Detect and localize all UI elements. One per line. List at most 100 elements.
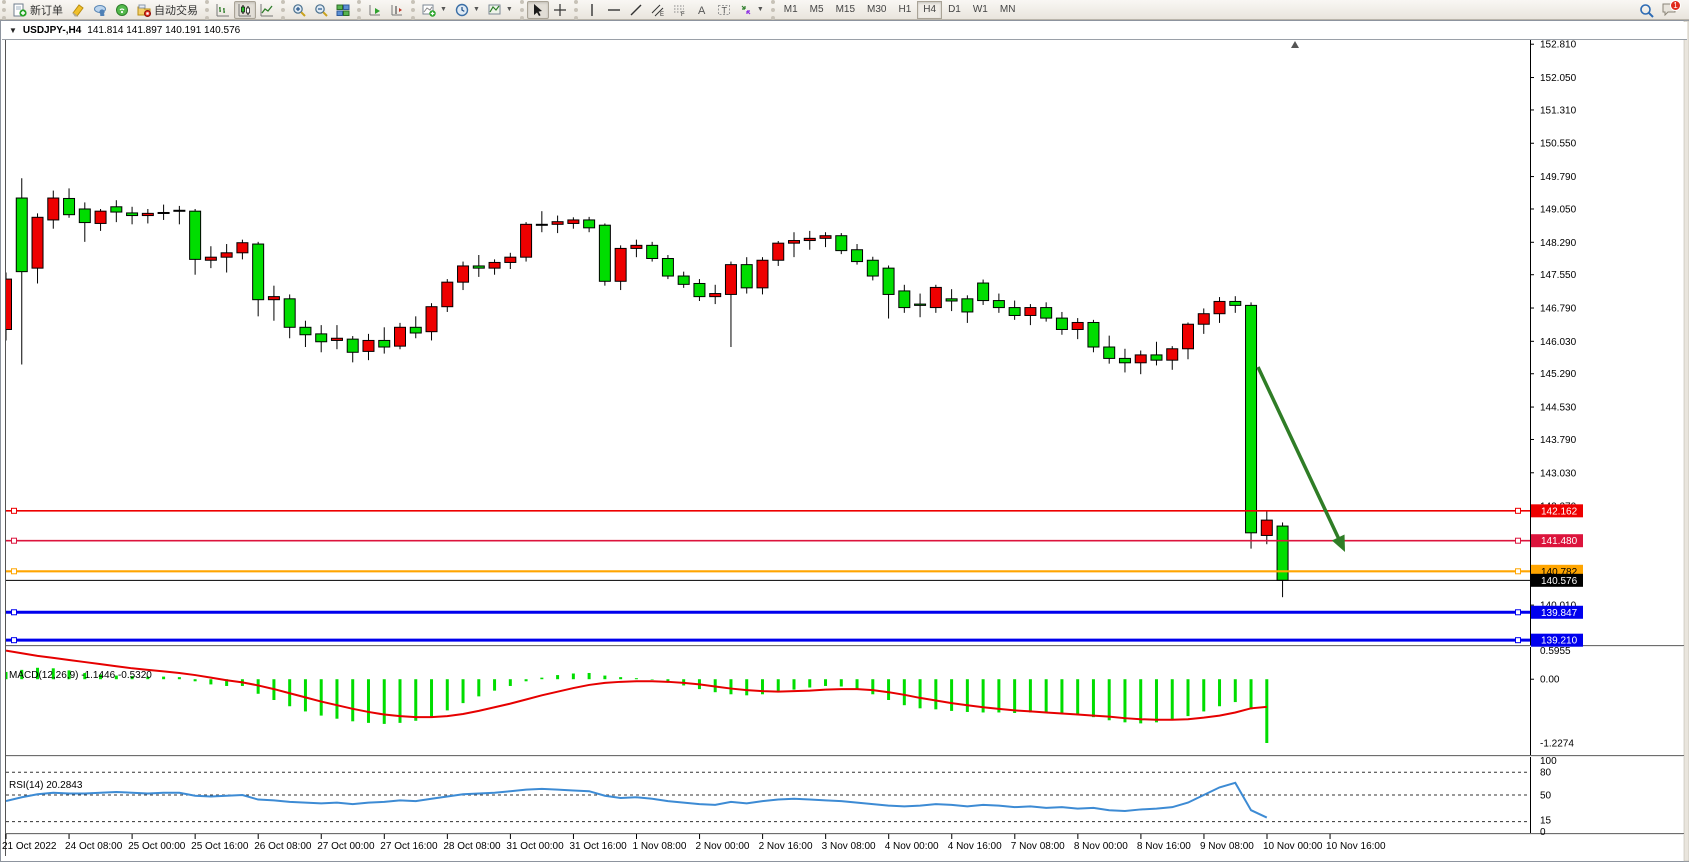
horizontal-line-142.162[interactable]: 142.162 [6, 504, 1583, 518]
chart-shift-marker[interactable] [1291, 41, 1299, 48]
svg-text:0.00: 0.00 [1540, 675, 1560, 686]
macd-pane [6, 649, 1269, 743]
cursor-group [519, 0, 574, 20]
zoom-in-icon [292, 3, 306, 17]
svg-text:150.550: 150.550 [1540, 139, 1577, 150]
templates-button[interactable]: ▼ [484, 1, 517, 19]
rsi-line [6, 781, 1268, 819]
zoom-out-icon [314, 3, 328, 17]
candlesticks [6, 178, 1289, 598]
svg-text:139.847: 139.847 [1541, 608, 1578, 619]
channel-tool[interactable]: E [647, 1, 669, 19]
timeframe-button-W1[interactable]: W1 [972, 4, 988, 15]
metaeditor-icon [71, 3, 85, 17]
templates-caret-icon: ▼ [505, 6, 513, 13]
indicators-button[interactable]: ▼ [418, 1, 451, 19]
periods-button[interactable]: ▼ [451, 1, 484, 19]
svg-text:4 Nov 16:00: 4 Nov 16:00 [948, 841, 1002, 852]
timeframe-button-H1[interactable]: H1 [898, 4, 912, 15]
scroll-group [357, 0, 411, 20]
indicators-icon [422, 3, 436, 17]
arrows-tool[interactable]: ▼ [735, 1, 768, 19]
trendline-icon [629, 3, 643, 17]
periods-caret-icon: ▼ [472, 6, 480, 13]
svg-text:139.210: 139.210 [1541, 636, 1578, 647]
text-icon: A [695, 3, 709, 17]
svg-text:9 Nov 08:00: 9 Nov 08:00 [1200, 841, 1254, 852]
cursor-button[interactable] [526, 0, 549, 19]
text-tool[interactable]: A [691, 1, 713, 19]
svg-text:10 Nov 16:00: 10 Nov 16:00 [1326, 841, 1386, 852]
new-order-icon [13, 3, 27, 17]
timeframe-button-M30[interactable]: M30 [867, 4, 887, 15]
timeframe-group: M1 M5 M15 M30 H1 H4 D1 W1 MN [770, 0, 1025, 20]
objects-group: E F A T ▼ [573, 0, 771, 20]
svg-text:31 Oct 00:00: 31 Oct 00:00 [506, 841, 564, 852]
timeframe-button-M15[interactable]: M15 [835, 4, 856, 15]
cursor-icon [531, 3, 545, 17]
line-chart-button[interactable] [256, 1, 278, 19]
horizontal-line-tool[interactable] [603, 1, 625, 19]
candlestick-chart-icon [238, 3, 252, 17]
svg-text:148.290: 148.290 [1540, 238, 1577, 249]
chart-background [1, 21, 1688, 861]
notification-count-badge: 1 [1670, 0, 1681, 11]
svg-text:21 Oct 2022: 21 Oct 2022 [2, 841, 57, 852]
search-icon[interactable] [1639, 3, 1654, 18]
main-toolbar: 新订单 自动交易 [0, 0, 1689, 20]
timeframe-button-M5[interactable]: M5 [809, 4, 824, 15]
candlestick-chart-button[interactable] [234, 0, 256, 19]
horizontal-line-139.210[interactable]: 139.210 [6, 633, 1583, 647]
tile-windows-button[interactable] [332, 1, 354, 19]
bar-chart-button[interactable] [212, 1, 234, 19]
macd-scale[interactable]: 0.5955 0.00 -1.2274 [1530, 646, 1574, 749]
crosshair-icon [553, 3, 567, 17]
line-chart-icon [260, 3, 274, 17]
fibonacci-tool[interactable]: F [669, 1, 691, 19]
chart-titlebar[interactable]: ▼ USDJPY-,H4 141.814 141.897 140.191 140… [2, 22, 1687, 40]
svg-text:24 Oct 08:00: 24 Oct 08:00 [65, 841, 123, 852]
svg-text:147.550: 147.550 [1540, 270, 1577, 281]
svg-text:4 Nov 00:00: 4 Nov 00:00 [885, 841, 939, 852]
svg-text:143.790: 143.790 [1540, 435, 1577, 446]
time-axis[interactable]: 21 Oct 2022 24 Oct 08:00 25 Oct 00:00 25 Oc… [2, 834, 1386, 852]
metaeditor-button[interactable] [67, 1, 89, 19]
vertical-line-tool[interactable] [581, 1, 603, 19]
auto-scroll-button[interactable] [364, 1, 386, 19]
equidistant-channel-icon: E [651, 3, 665, 18]
zoom-in-button[interactable] [288, 1, 310, 19]
crosshair-button[interactable] [549, 1, 571, 19]
market-watch-button[interactable] [89, 1, 111, 19]
chart-dropdown-icon[interactable]: ▼ [9, 26, 17, 35]
trendline-tool[interactable] [625, 1, 647, 19]
vertical-line-icon [585, 3, 599, 17]
svg-text:3 Nov 08:00: 3 Nov 08:00 [822, 841, 876, 852]
arrows-tool-icon [739, 3, 753, 17]
chart-ohlc-values: 141.814 141.897 140.191 140.576 [87, 25, 241, 36]
zoom-out-button[interactable] [310, 1, 332, 19]
horizontal-line-141.480[interactable]: 141.480 [6, 534, 1583, 548]
auto-trading-button[interactable]: 自动交易 [133, 1, 202, 19]
notifications-button[interactable]: 1 [1661, 0, 1681, 18]
timeframe-button-D1[interactable]: D1 [948, 4, 961, 15]
templates-icon [488, 3, 502, 17]
new-order-label: 新订单 [30, 4, 63, 17]
bar-chart-icon [216, 3, 230, 17]
horizontal-line-139.847[interactable]: 139.847 [6, 605, 1583, 619]
svg-text:15: 15 [1540, 816, 1552, 827]
text-label-tool[interactable]: T [713, 1, 735, 19]
chart-shift-button[interactable] [386, 1, 408, 19]
signals-button[interactable] [111, 1, 133, 19]
trend-arrow-annotation[interactable] [1256, 366, 1345, 552]
timeframe-button-H4[interactable]: H4 [917, 0, 943, 19]
svg-text:152.810: 152.810 [1540, 40, 1577, 51]
svg-text:0: 0 [1540, 827, 1546, 838]
arrows-caret-icon: ▼ [756, 6, 764, 13]
timeframe-button-MN[interactable]: MN [999, 4, 1016, 15]
new-order-button[interactable]: 新订单 [9, 1, 67, 19]
svg-text:149.790: 149.790 [1540, 172, 1577, 183]
timeframe-button-M1[interactable]: M1 [783, 4, 798, 15]
